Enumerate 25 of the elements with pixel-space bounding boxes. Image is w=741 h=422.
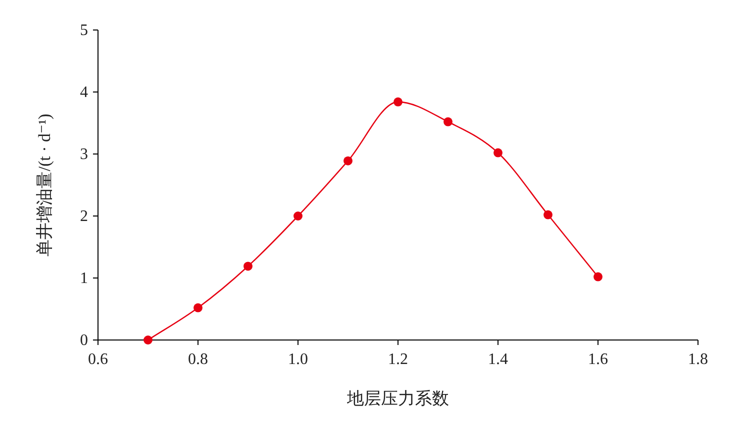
x-tick-label: 1.8 <box>688 351 708 368</box>
y-tick-label: 1 <box>80 270 88 287</box>
point <box>544 210 552 220</box>
y-tick-label: 2 <box>80 208 88 225</box>
y-tick-label: 0 <box>80 332 88 349</box>
x-tick-label: 0.6 <box>88 351 108 368</box>
point <box>444 117 452 126</box>
y-tick-label: 4 <box>80 84 88 101</box>
x-tick-label: 1.0 <box>288 351 308 368</box>
x-axis-title: 地层压力系数 <box>346 389 449 408</box>
x-tick-label: 0.8 <box>188 351 208 368</box>
point <box>244 262 252 271</box>
y-axis-title: 单井增油量/(t · d⁻¹) <box>35 114 54 256</box>
point <box>494 148 502 158</box>
point <box>144 336 152 344</box>
x-tick-label: 1.4 <box>488 351 508 368</box>
point <box>594 272 602 282</box>
point <box>194 303 202 312</box>
point <box>294 212 302 220</box>
y-tick-label: 3 <box>80 146 88 163</box>
point <box>344 156 352 166</box>
point <box>394 97 402 106</box>
x-tick-label: 1.2 <box>388 351 408 368</box>
y-tick-label: 5 <box>80 22 88 39</box>
x-tick-label: 1.6 <box>588 351 608 368</box>
